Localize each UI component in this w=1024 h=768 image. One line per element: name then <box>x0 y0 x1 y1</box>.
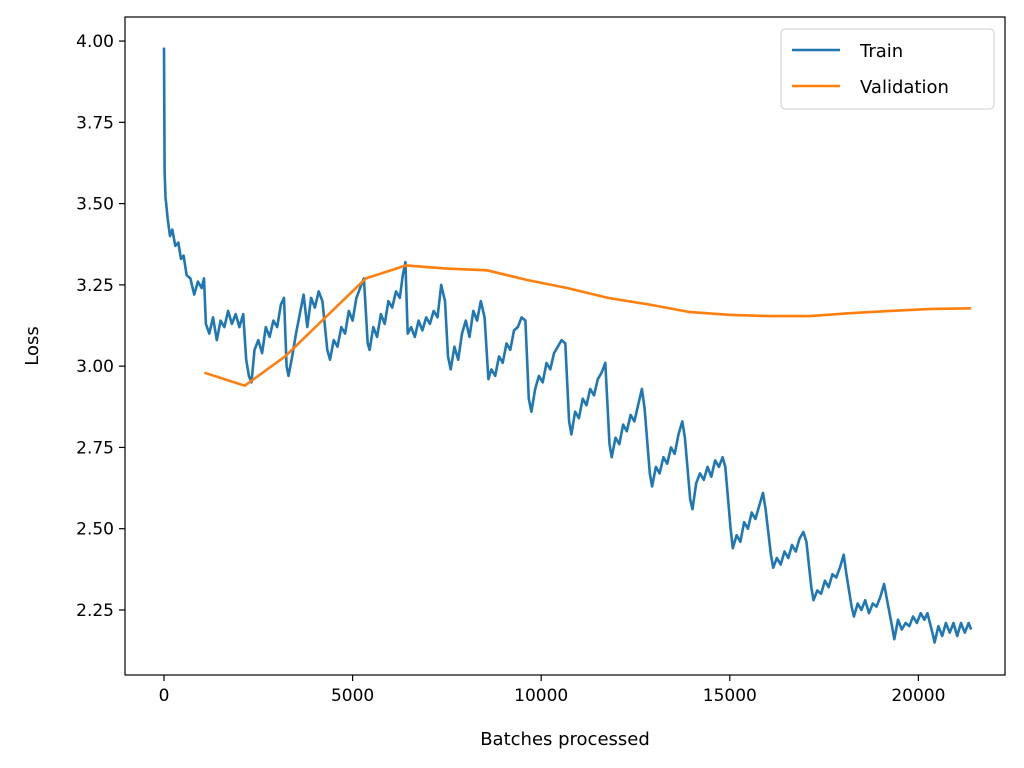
y-tick-label: 3.25 <box>76 276 114 296</box>
x-tick-label: 15000 <box>703 686 757 706</box>
x-tick-label: 10000 <box>514 686 568 706</box>
y-tick-label: 3.00 <box>76 357 114 377</box>
x-tick-label: 5000 <box>331 686 374 706</box>
legend-label-validation: Validation <box>860 77 949 98</box>
y-tick-label: 3.75 <box>76 113 114 133</box>
y-tick-label: 3.50 <box>76 195 114 215</box>
y-tick-label: 2.25 <box>76 601 114 621</box>
series-layer <box>162 47 973 644</box>
plot-frame <box>124 16 1006 676</box>
legend-label-train: Train <box>859 41 903 62</box>
x-tick-label: 0 <box>159 686 170 706</box>
series-line-validation <box>204 264 972 387</box>
x-tick-label: 20000 <box>891 686 945 706</box>
x-axis: 0 5000 10000 15000 20000 <box>159 675 945 706</box>
x-axis-label: Batches processed <box>480 729 650 750</box>
legend: Train Validation <box>780 28 995 110</box>
y-tick-label: 2.50 <box>76 520 114 540</box>
y-tick-label: 4.00 <box>76 32 114 52</box>
y-tick-label: 2.75 <box>76 438 114 458</box>
y-axis-label: Loss <box>22 326 43 365</box>
y-axis: 2.25 2.50 2.75 3.00 3.25 3.50 3.75 4.00 <box>76 32 125 621</box>
series-line-train <box>162 47 973 644</box>
